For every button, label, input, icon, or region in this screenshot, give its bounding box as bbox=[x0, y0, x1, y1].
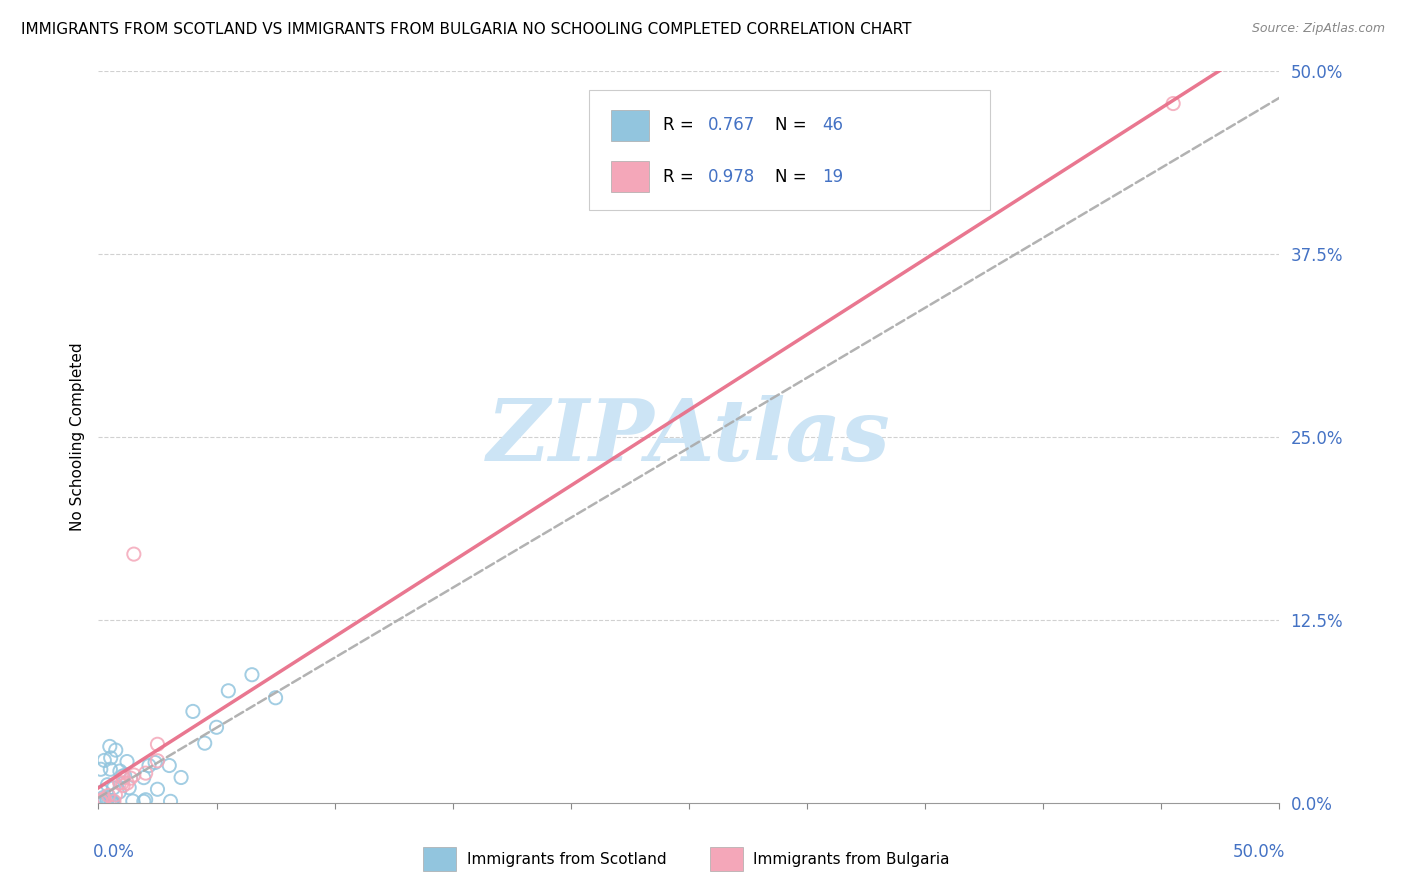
Point bbox=[108, 764, 131, 778]
Point bbox=[94, 794, 117, 808]
Point bbox=[181, 705, 204, 719]
Text: N =: N = bbox=[775, 168, 813, 186]
Text: 19: 19 bbox=[823, 168, 844, 186]
Point bbox=[122, 768, 145, 782]
Point bbox=[90, 794, 112, 808]
Text: R =: R = bbox=[664, 168, 699, 186]
Point bbox=[100, 751, 122, 765]
Point bbox=[96, 792, 118, 806]
Point bbox=[90, 794, 112, 808]
Point bbox=[98, 762, 121, 776]
Point bbox=[90, 794, 112, 808]
Text: R =: R = bbox=[664, 117, 699, 135]
Point bbox=[114, 768, 136, 782]
Point bbox=[240, 667, 263, 681]
Text: ZIPAtlas: ZIPAtlas bbox=[486, 395, 891, 479]
Point bbox=[90, 794, 112, 808]
Point bbox=[115, 776, 138, 790]
Text: Immigrants from Scotland: Immigrants from Scotland bbox=[467, 852, 666, 867]
Y-axis label: No Schooling Completed: No Schooling Completed bbox=[69, 343, 84, 532]
Point bbox=[170, 771, 193, 785]
Point bbox=[108, 775, 131, 789]
Point bbox=[104, 788, 127, 802]
Text: 46: 46 bbox=[823, 117, 844, 135]
Point bbox=[108, 785, 131, 799]
Point bbox=[135, 766, 157, 780]
Point bbox=[90, 762, 112, 776]
Point bbox=[157, 758, 180, 772]
Text: 0.978: 0.978 bbox=[707, 168, 755, 186]
Point bbox=[96, 794, 118, 808]
Point bbox=[100, 794, 122, 808]
Text: 50.0%: 50.0% bbox=[1233, 843, 1285, 861]
Point bbox=[101, 794, 124, 808]
Point bbox=[91, 794, 114, 808]
Point bbox=[98, 739, 121, 754]
FancyBboxPatch shape bbox=[423, 847, 457, 871]
Point bbox=[132, 794, 155, 808]
Point bbox=[146, 782, 169, 797]
Point bbox=[104, 743, 127, 757]
Point bbox=[103, 780, 125, 795]
Point bbox=[112, 779, 135, 793]
Point bbox=[93, 790, 115, 805]
Point bbox=[120, 771, 142, 785]
Point bbox=[112, 771, 135, 785]
Point bbox=[1161, 96, 1184, 111]
Point bbox=[91, 784, 114, 798]
Point bbox=[91, 792, 114, 806]
Point bbox=[100, 794, 122, 808]
Point bbox=[146, 754, 169, 768]
FancyBboxPatch shape bbox=[589, 90, 990, 211]
Point bbox=[98, 794, 121, 808]
Point bbox=[138, 758, 160, 772]
Point bbox=[159, 794, 181, 808]
Point bbox=[121, 794, 143, 808]
Text: Source: ZipAtlas.com: Source: ZipAtlas.com bbox=[1251, 22, 1385, 36]
Point bbox=[132, 771, 155, 785]
FancyBboxPatch shape bbox=[710, 847, 744, 871]
Point bbox=[96, 778, 118, 792]
Text: IMMIGRANTS FROM SCOTLAND VS IMMIGRANTS FROM BULGARIA NO SCHOOLING COMPLETED CORR: IMMIGRANTS FROM SCOTLAND VS IMMIGRANTS F… bbox=[21, 22, 911, 37]
Point bbox=[118, 780, 141, 795]
Text: N =: N = bbox=[775, 117, 813, 135]
Point bbox=[93, 792, 115, 806]
Point bbox=[90, 794, 112, 808]
Point bbox=[97, 789, 120, 803]
Point bbox=[111, 769, 134, 783]
Point bbox=[100, 794, 122, 808]
FancyBboxPatch shape bbox=[612, 161, 648, 192]
Point bbox=[90, 794, 112, 808]
Text: 0.767: 0.767 bbox=[707, 117, 755, 135]
Point bbox=[115, 755, 138, 769]
Point bbox=[111, 776, 134, 790]
Point bbox=[146, 737, 169, 751]
Point bbox=[143, 756, 166, 770]
Point bbox=[122, 547, 145, 561]
Text: Immigrants from Bulgaria: Immigrants from Bulgaria bbox=[752, 852, 949, 867]
Text: 0.0%: 0.0% bbox=[93, 843, 135, 861]
Point bbox=[93, 753, 115, 767]
Point bbox=[205, 720, 228, 734]
Point bbox=[217, 683, 239, 698]
Point bbox=[135, 793, 157, 807]
Point bbox=[103, 794, 125, 808]
Point bbox=[264, 690, 287, 705]
FancyBboxPatch shape bbox=[612, 110, 648, 141]
Point bbox=[194, 736, 217, 750]
Point bbox=[101, 794, 124, 808]
